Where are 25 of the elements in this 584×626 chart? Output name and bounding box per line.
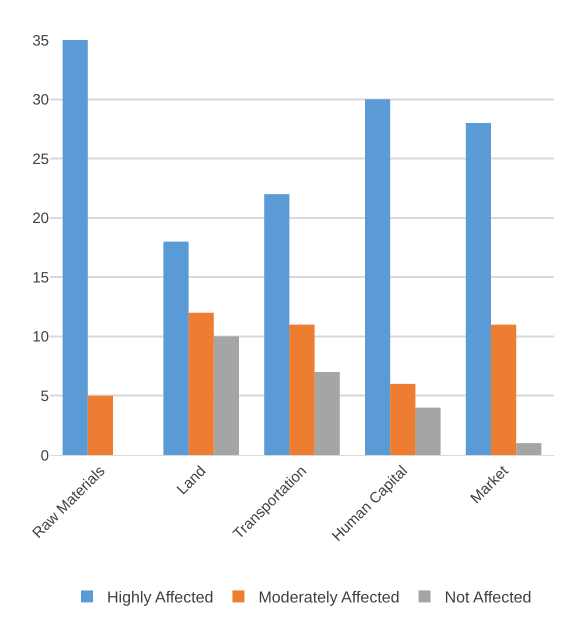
bar — [62, 40, 88, 455]
legend-label: Not Affected — [444, 590, 532, 607]
bar — [264, 194, 290, 455]
bar — [289, 324, 315, 455]
legend-label: Highly Affected — [107, 590, 214, 607]
bar — [188, 312, 214, 455]
y-tick-label: 20 — [32, 210, 49, 228]
bar — [88, 396, 113, 455]
bar — [214, 336, 239, 455]
bar — [365, 99, 390, 455]
bar — [163, 242, 189, 455]
y-tick-label: 15 — [32, 269, 49, 286]
y-tick-label: 5 — [40, 388, 49, 405]
y-tick-label: 10 — [32, 328, 49, 346]
bar — [314, 372, 340, 455]
legend-label: Moderately Affected — [258, 590, 400, 607]
bar — [390, 384, 416, 455]
bar — [466, 123, 491, 455]
bar — [491, 324, 516, 455]
bar — [516, 443, 542, 455]
y-tick-label: 35 — [32, 32, 49, 50]
y-tick-label: 0 — [40, 447, 49, 464]
y-tick-label: 25 — [32, 150, 49, 168]
bar — [415, 408, 441, 455]
y-tick-label: 30 — [32, 92, 49, 109]
